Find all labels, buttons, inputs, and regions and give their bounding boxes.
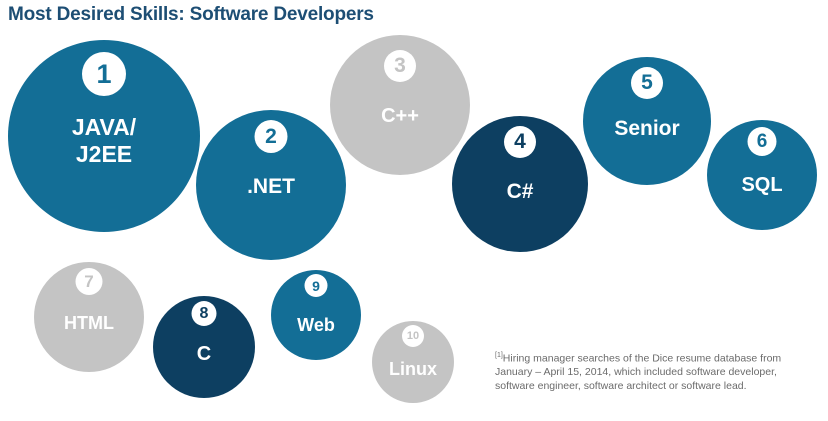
skill-bubble-c: 8 C (153, 296, 255, 398)
skill-label: Senior (614, 117, 680, 140)
skill-bubble-csharp: 4 C# (452, 116, 588, 252)
rank-badge: 9 (304, 274, 328, 297)
rank-badge: 7 (75, 268, 103, 295)
skill-label: .NET (247, 175, 295, 198)
skill-bubble-senior: 5 Senior (583, 57, 711, 185)
skill-label: C# (506, 180, 534, 203)
skill-bubble-sql: 6 SQL (707, 120, 817, 230)
skill-label: HTML (64, 313, 114, 333)
skill-bubble-linux: 10 Linux (372, 321, 454, 403)
skill-label: C (196, 343, 212, 365)
footnote: [1]Hiring manager searches of the Dice r… (495, 351, 815, 393)
page-title: Most Desired Skills: Software Developers (8, 4, 374, 25)
skill-label: SQL (741, 174, 783, 196)
rank-badge: 6 (747, 127, 777, 156)
skill-bubble-java-j2ee: 1 JAVA/ J2EE (8, 40, 200, 232)
skill-label: Linux (389, 359, 437, 379)
skill-label: Web (297, 315, 335, 335)
rank-badge: 8 (191, 301, 217, 326)
footnote-text: Hiring manager searches of the Dice resu… (495, 352, 782, 392)
skill-bubble-cpp: 3 C++ (330, 35, 470, 175)
rank-badge: 4 (504, 126, 536, 158)
rank-badge: 2 (254, 120, 288, 153)
skill-bubble-web: 9 Web (271, 270, 361, 360)
rank-badge: 3 (384, 50, 416, 82)
rank-badge: 10 (402, 325, 424, 347)
skill-label: C++ (381, 105, 419, 127)
skill-bubble-html: 7 HTML (34, 262, 144, 372)
footnote-marker: [1] (495, 352, 503, 359)
rank-badge: 1 (82, 52, 126, 96)
skill-label: JAVA/ J2EE (71, 114, 137, 168)
rank-badge: 5 (631, 67, 663, 99)
skill-bubble-dotnet: 2 .NET (196, 110, 346, 260)
